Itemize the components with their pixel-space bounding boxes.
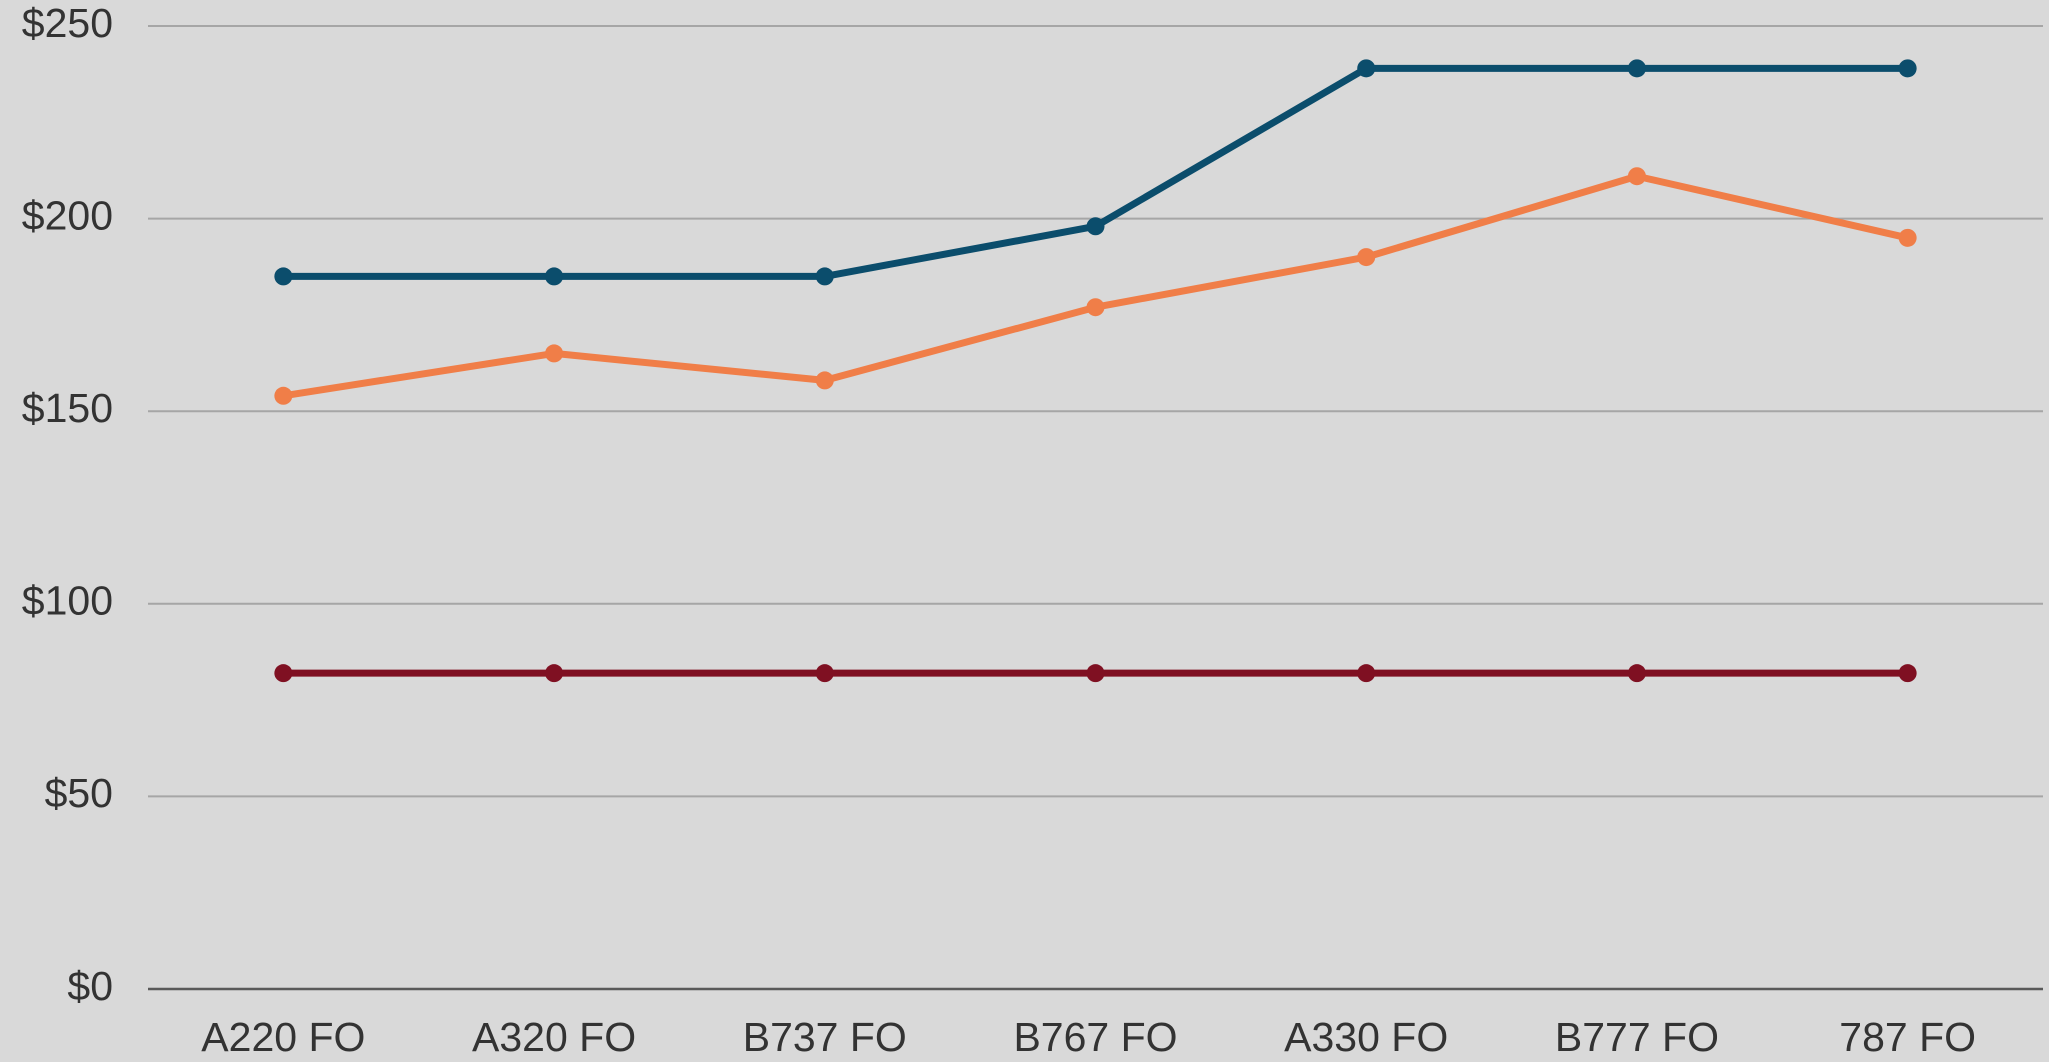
y-tick-label: $250 bbox=[22, 0, 113, 46]
data-point bbox=[1898, 664, 1917, 683]
x-tick-label: A220 FO bbox=[201, 1014, 365, 1060]
data-point bbox=[1898, 59, 1917, 78]
x-tick-label: A330 FO bbox=[1284, 1014, 1448, 1060]
data-point bbox=[545, 664, 564, 683]
data-point bbox=[1357, 664, 1376, 683]
y-tick-label: $100 bbox=[22, 578, 113, 624]
data-point bbox=[815, 267, 834, 286]
y-tick-label: $200 bbox=[22, 192, 113, 238]
x-tick-label: 787 FO bbox=[1839, 1014, 1976, 1060]
data-point bbox=[274, 386, 293, 405]
data-point bbox=[1357, 59, 1376, 78]
data-point bbox=[1357, 248, 1376, 267]
data-point bbox=[545, 267, 564, 286]
data-point bbox=[274, 267, 293, 286]
x-tick-label: B777 FO bbox=[1555, 1014, 1719, 1060]
data-point bbox=[545, 344, 564, 363]
data-point bbox=[815, 664, 834, 683]
y-tick-label: $0 bbox=[67, 963, 113, 1009]
data-point bbox=[1086, 298, 1105, 317]
data-point bbox=[274, 664, 293, 683]
y-tick-label: $150 bbox=[22, 385, 113, 431]
x-tick-label: B767 FO bbox=[1013, 1014, 1177, 1060]
data-point bbox=[1898, 228, 1917, 247]
data-point bbox=[1086, 217, 1105, 236]
y-tick-label: $50 bbox=[45, 770, 113, 816]
data-point bbox=[1086, 664, 1105, 683]
data-point bbox=[1627, 59, 1646, 78]
data-point bbox=[1627, 167, 1646, 186]
data-point bbox=[1627, 664, 1646, 683]
x-tick-label: A320 FO bbox=[472, 1014, 636, 1060]
x-tick-label: B737 FO bbox=[743, 1014, 907, 1060]
data-point bbox=[815, 371, 834, 390]
